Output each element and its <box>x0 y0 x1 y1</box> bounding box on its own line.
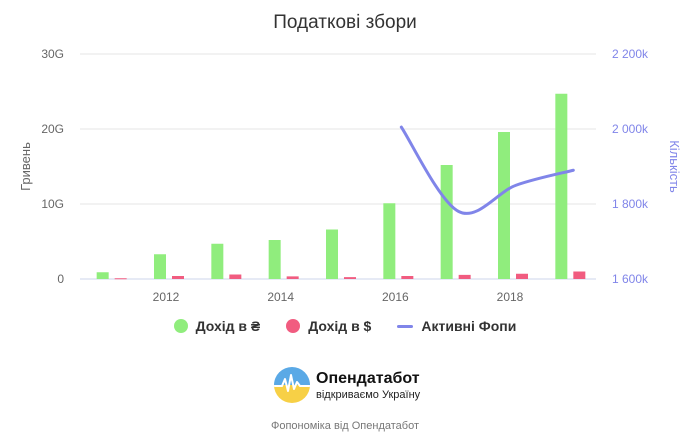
chart-legend: Дохід в ₴ Дохід в $ Активні Фопи <box>0 318 690 334</box>
x-tick-label: 2012 <box>153 290 180 304</box>
bar-usd <box>573 271 586 279</box>
legend-label-uah: Дохід в ₴ <box>195 318 261 334</box>
bar-uah <box>268 240 281 279</box>
y-tick-label: 30G <box>41 47 64 61</box>
y2-tick-label: 2 000k <box>612 122 649 136</box>
bar-usd <box>114 278 127 280</box>
bar-uah <box>96 272 109 279</box>
bar-usd <box>286 276 299 279</box>
legend-swatch-uah <box>173 319 188 333</box>
bar-uah <box>498 132 510 279</box>
y2-tick-label: 1 800k <box>612 197 649 211</box>
bar-uah <box>211 243 224 279</box>
bar-usd <box>516 273 528 279</box>
y-tick-label: 10G <box>41 197 64 211</box>
bar-usd <box>229 274 242 279</box>
credit-text: Фопономіка від Опендатабот <box>271 420 419 432</box>
legend-label-usd: Дохід в $ <box>308 318 372 334</box>
y-tick-label: 20G <box>41 122 64 136</box>
logo-tagline: відкриваємо Україну <box>316 388 421 401</box>
bar-uah <box>326 229 338 279</box>
y-tick-label: 0 <box>57 272 64 286</box>
x-tick-label: 2016 <box>382 290 409 304</box>
bar-usd <box>458 274 471 279</box>
bar-usd <box>172 276 184 279</box>
opendatabot-logo[interactable]: Опендатабот відкриваємо Україну <box>274 367 420 403</box>
chart-title: Податкові збори <box>273 12 417 33</box>
bar-usd <box>344 277 356 279</box>
legend-item-usd[interactable]: Дохід в $ <box>286 318 371 334</box>
bar-uah <box>154 254 166 279</box>
y2-axis-title: Кількість <box>667 140 682 193</box>
bar-uah <box>440 165 453 279</box>
legend-swatch-active-fop <box>397 324 414 328</box>
x-tick-label: 2018 <box>497 290 524 304</box>
bar-usd <box>401 276 414 279</box>
y-axis-title: Гривень <box>18 142 33 191</box>
chart: Податкові збори 0 10G 20G 30G 1 600k 1 800k 2 … <box>18 12 682 304</box>
legend-item-uah[interactable]: Дохід в ₴ <box>173 318 261 334</box>
series-line-active-fop <box>399 125 575 215</box>
opendatabot-logo-icon <box>274 367 310 403</box>
y2-tick-label: 2 200k <box>612 47 649 61</box>
bar-uah <box>555 93 568 279</box>
y2-tick-label: 1 600k <box>612 272 649 286</box>
bar-uah <box>383 203 396 279</box>
x-tick-label: 2014 <box>267 290 294 304</box>
legend-swatch-usd <box>286 319 301 333</box>
legend-item-active-fop[interactable]: Активні Фопи <box>397 318 516 334</box>
logo-name: Опендатабот <box>316 369 420 387</box>
legend-label-active-fop: Активні Фопи <box>421 318 517 334</box>
